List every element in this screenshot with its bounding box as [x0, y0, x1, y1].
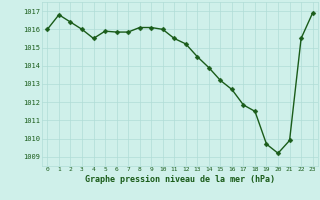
X-axis label: Graphe pression niveau de la mer (hPa): Graphe pression niveau de la mer (hPa)	[85, 175, 275, 184]
